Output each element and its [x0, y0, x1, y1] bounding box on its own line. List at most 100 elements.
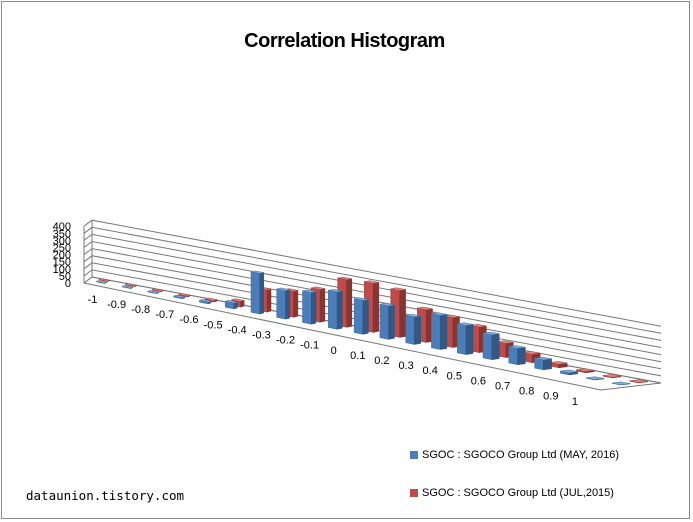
bar-may-2016	[224, 300, 238, 310]
x-tick-label: -0.4	[228, 324, 247, 336]
y-tick-label: 100	[53, 264, 71, 276]
x-tick-label: 0.2	[374, 355, 389, 367]
x-tick-label: 0.8	[519, 386, 534, 398]
bar-side-face	[414, 315, 421, 345]
bar-top-face	[98, 278, 111, 282]
bar-may-2016	[198, 299, 213, 305]
x-tick-label: 0.5	[447, 370, 462, 382]
bar-front-face	[456, 323, 467, 355]
bar-may-2016	[456, 322, 474, 355]
bar-may-2016	[276, 287, 291, 320]
bar-top-face	[482, 331, 500, 336]
bar-top-face	[95, 280, 108, 284]
bar-top-face	[198, 299, 213, 303]
bar-side-face	[439, 314, 448, 350]
x-tick-label: -0.7	[155, 309, 174, 321]
bar-jul-2015	[124, 283, 138, 288]
bar-front-face	[379, 303, 389, 340]
bar-side-face	[311, 291, 317, 325]
bar-side-face	[266, 288, 272, 313]
bar-side-face	[491, 333, 500, 360]
y-tick-label: 150	[53, 257, 71, 269]
bar-top-face	[470, 323, 487, 328]
legend-label-may-2016: SGOC : SGOCO Group Ltd (MAY, 2016)	[422, 449, 620, 461]
bar-top-face	[364, 280, 379, 284]
bar-front-face	[276, 288, 286, 320]
bar-may-2016	[353, 297, 369, 335]
bar-top-face	[560, 369, 578, 374]
x-tick-label: 0	[331, 345, 337, 357]
bar-top-face	[250, 270, 264, 274]
bar-may-2016	[328, 289, 343, 330]
legend-label-jul-2015: SGOC : SGOCO Group Ltd (JUL,2015)	[422, 487, 614, 499]
bar-top-face	[354, 297, 369, 301]
bar-side-face	[346, 278, 353, 328]
gridline	[83, 233, 662, 341]
bar-jul-2015	[151, 288, 165, 293]
bar-side-face	[388, 304, 395, 340]
bar-may-2016	[95, 280, 108, 285]
bar-may-2016	[482, 331, 500, 361]
bar-jul-2015	[204, 297, 218, 303]
bar-top-face	[328, 289, 343, 293]
bar-side-face	[399, 289, 406, 338]
bar-top-face	[443, 314, 460, 318]
bar-top-face	[508, 345, 526, 349]
bar-may-2016	[379, 302, 395, 340]
x-tick-label: -0.5	[204, 319, 223, 331]
bar-jul-2015	[549, 361, 568, 369]
bar-side-face	[517, 347, 526, 365]
bar-top-face	[121, 285, 134, 289]
x-tick-label: -0.6	[180, 314, 199, 326]
legend-item-may-2016: SGOC : SGOCO Group Ltd (MAY, 2016)	[410, 449, 619, 461]
bar-side-face	[543, 358, 552, 371]
bar-may-2016	[146, 290, 160, 295]
bar-side-face	[293, 289, 299, 318]
bar-top-face	[611, 381, 631, 386]
y-tick-label: 200	[53, 250, 71, 262]
bar-may-2016	[585, 376, 605, 381]
bar-top-face	[151, 288, 165, 292]
bar-top-face	[204, 297, 218, 301]
x-tick-label: -0.8	[131, 304, 150, 316]
bar-may-2016	[534, 356, 552, 371]
legend-swatch-may-2016	[410, 451, 418, 459]
bar-may-2016	[250, 270, 264, 315]
bar-side-face	[319, 288, 326, 323]
watermark-text: dataunion.tistory.com	[26, 488, 185, 503]
bar-top-face	[629, 379, 648, 383]
bar-front-face	[250, 271, 260, 315]
bar-top-face	[534, 356, 552, 361]
bar-front-face	[328, 289, 338, 330]
y-tick-label: 350	[53, 228, 71, 240]
bar-front-face	[353, 298, 364, 335]
bar-top-face	[431, 312, 447, 316]
bars	[95, 270, 649, 386]
bar-may-2016	[560, 369, 579, 376]
x-axis-ticks: -1 -0.9 -0.8 -0.7 -0.6 -0.5 -0.4 -0.3 -0.2 -0.1 0 0…	[88, 294, 578, 408]
x-tick-label: -0.1	[300, 340, 319, 352]
bar-top-face	[302, 289, 317, 293]
bar-top-face	[390, 287, 406, 291]
bar-front-face	[405, 314, 415, 345]
bar-top-face	[231, 298, 245, 302]
bar-top-face	[523, 351, 541, 355]
bar-top-face	[496, 340, 514, 344]
bar-side-face	[372, 281, 379, 333]
x-tick-label: 1	[572, 396, 578, 408]
gridline	[83, 219, 662, 327]
bar-top-face	[405, 314, 421, 318]
x-tick-label: 0.6	[471, 375, 486, 387]
x-tick-label: -0.3	[252, 330, 271, 342]
bar-top-face	[417, 306, 433, 311]
bar-side-face	[285, 289, 291, 320]
bar-front-face	[508, 346, 518, 366]
bar-jul-2015	[177, 293, 192, 298]
bar-may-2016	[611, 381, 631, 386]
x-tick-label: -1	[88, 294, 98, 306]
bar-front-face	[431, 313, 441, 350]
bar-top-face	[276, 287, 290, 291]
bar-top-face	[576, 368, 595, 372]
x-tick-label: 0.3	[398, 360, 413, 372]
bar-top-face	[124, 283, 138, 287]
